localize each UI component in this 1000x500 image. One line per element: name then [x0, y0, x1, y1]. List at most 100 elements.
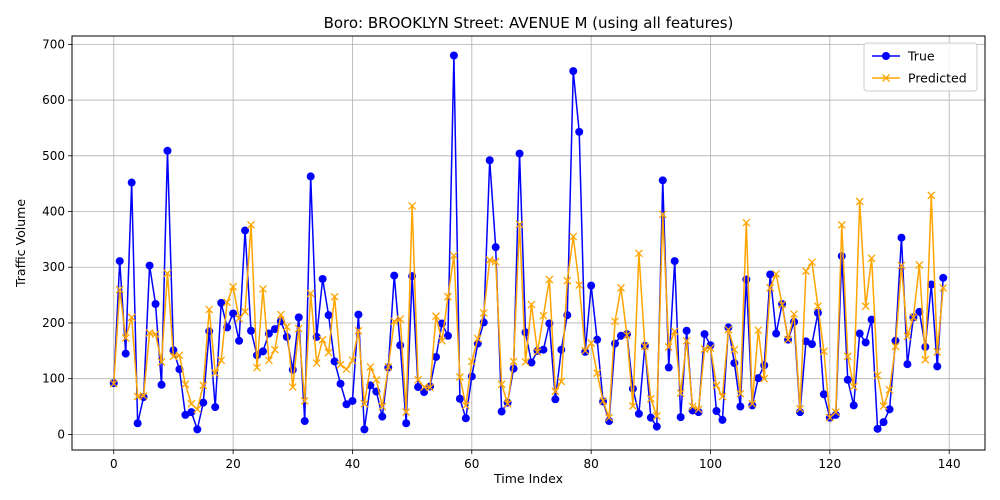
x-tick-label: 0	[110, 457, 118, 471]
series-true	[109, 51, 948, 434]
data-point	[706, 344, 715, 352]
data-point	[617, 283, 625, 292]
data-point	[336, 379, 345, 388]
data-point	[867, 315, 876, 324]
data-point	[593, 335, 602, 344]
data-point	[593, 369, 602, 378]
data-point	[831, 410, 840, 419]
data-point	[145, 329, 154, 337]
legend-entry-true: True	[872, 49, 935, 64]
data-point	[157, 380, 166, 389]
data-point	[748, 401, 757, 410]
data-point	[676, 413, 685, 422]
data-point	[831, 408, 840, 417]
data-point	[408, 201, 417, 210]
data-point	[497, 380, 506, 389]
data-point	[807, 340, 816, 349]
data-point	[605, 413, 614, 422]
legend-label: Predicted	[908, 71, 967, 86]
data-point	[599, 397, 608, 405]
data-point	[211, 369, 220, 378]
data-point	[539, 311, 548, 320]
data-point	[557, 345, 566, 354]
data-point	[390, 317, 399, 326]
data-point	[527, 358, 536, 367]
plot-area-frame	[71, 35, 986, 451]
data-point	[843, 375, 852, 384]
data-point	[742, 218, 751, 227]
data-point	[258, 347, 267, 356]
data-point	[885, 405, 894, 414]
data-point	[801, 337, 810, 346]
data-point	[163, 146, 172, 155]
data-point	[223, 298, 232, 307]
data-point	[461, 414, 470, 423]
data-point	[426, 383, 434, 392]
data-point	[652, 412, 661, 420]
data-point	[724, 323, 733, 332]
data-point	[294, 313, 303, 322]
data-point	[646, 394, 655, 403]
data-point	[700, 345, 709, 354]
x-axis-label: Time Index	[493, 471, 563, 486]
data-point	[849, 401, 858, 410]
data-point	[229, 309, 238, 318]
data-point	[443, 331, 452, 340]
data-point	[634, 409, 643, 418]
data-point	[390, 271, 399, 280]
data-point	[247, 220, 255, 229]
data-point	[658, 176, 667, 185]
data-point	[796, 404, 804, 413]
data-point	[891, 342, 900, 351]
data-point	[181, 380, 190, 389]
data-point	[294, 324, 303, 333]
data-point	[270, 345, 279, 354]
data-point	[861, 338, 870, 347]
data-point	[766, 283, 775, 292]
data-point	[491, 243, 500, 252]
data-point	[360, 425, 369, 434]
data-point	[855, 197, 864, 206]
data-point	[939, 273, 948, 282]
y-tick-label: 0	[57, 427, 65, 441]
data-point	[163, 269, 172, 278]
data-point	[784, 335, 793, 344]
data-point	[718, 392, 727, 401]
data-point	[241, 307, 250, 316]
data-point	[360, 399, 369, 408]
data-point	[819, 347, 828, 356]
legend-marker	[882, 52, 890, 60]
data-point	[491, 257, 500, 266]
data-point	[330, 292, 339, 301]
legend-box	[863, 42, 978, 92]
data-point	[712, 381, 721, 390]
data-point	[485, 256, 494, 264]
data-point	[736, 402, 745, 411]
data-point	[115, 285, 124, 294]
data-point	[921, 355, 930, 364]
data-point	[175, 351, 184, 360]
data-point	[372, 375, 381, 384]
data-point	[903, 360, 912, 369]
data-point	[420, 388, 429, 397]
data-point	[802, 267, 810, 276]
y-tick-label: 500	[42, 149, 65, 163]
data-point	[139, 391, 148, 400]
data-point	[324, 311, 333, 320]
data-point	[813, 308, 822, 317]
y-axis-ticks: 0 100 200 300 400 500 600 700	[42, 37, 72, 441]
grid-lines	[72, 36, 985, 450]
data-point	[187, 408, 196, 417]
data-point	[109, 379, 118, 388]
data-point	[300, 417, 309, 426]
x-tick-label: 100	[699, 457, 722, 471]
series-predicted	[109, 191, 948, 422]
data-point	[837, 220, 846, 229]
data-point	[306, 172, 315, 181]
data-point	[623, 331, 631, 340]
data-point	[461, 401, 470, 410]
y-tick-label: 100	[42, 372, 65, 386]
data-point	[790, 310, 799, 319]
data-point	[807, 258, 816, 267]
data-point	[861, 302, 870, 311]
